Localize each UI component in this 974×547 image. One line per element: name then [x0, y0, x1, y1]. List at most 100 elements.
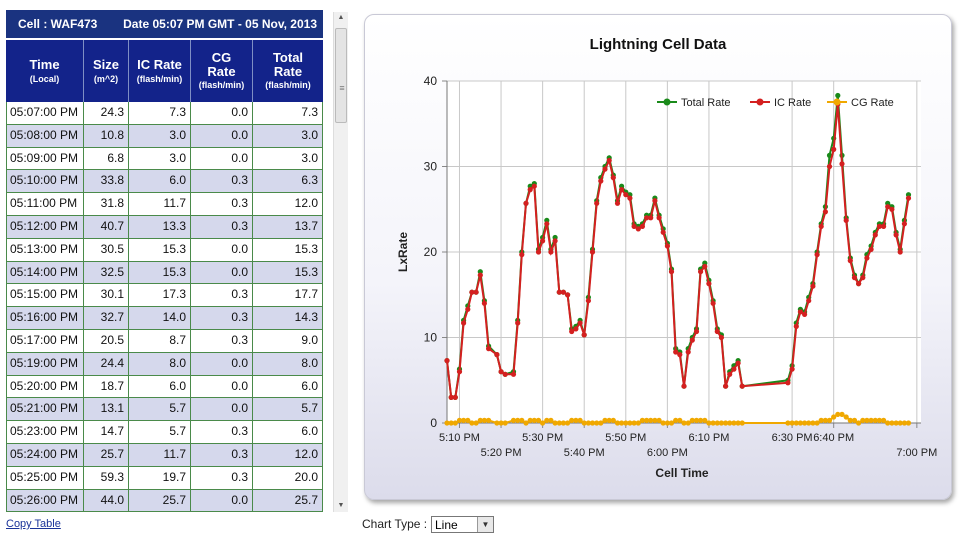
cell-ic-rate: 17.3	[129, 284, 191, 307]
data-point	[581, 332, 587, 338]
y-tick-label: 30	[424, 160, 438, 174]
column-header-size-unit: (m^2)	[93, 73, 119, 84]
cell-time: 05:13:00 PM	[6, 238, 84, 261]
data-point	[864, 417, 870, 423]
table-row[interactable]: 05:08:00 PM 10.8 3.0 0.0 3.0	[6, 124, 323, 148]
data-point	[826, 152, 833, 158]
data-point	[548, 249, 554, 255]
data-point	[668, 269, 675, 275]
cell-time: 05:21:00 PM	[6, 398, 84, 421]
table-row[interactable]: 05:16:00 PM 32.7 14.0 0.3 14.3	[6, 307, 323, 330]
scroll-up-arrow-icon[interactable]: ▲	[337, 14, 345, 21]
table-row[interactable]: 05:23:00 PM 14.7 5.7 0.3 6.0	[6, 421, 323, 444]
data-point	[594, 200, 600, 206]
data-point	[552, 238, 558, 244]
column-header-size[interactable]: Size (m^2)	[84, 40, 129, 102]
data-point	[565, 292, 571, 298]
data-point	[693, 328, 700, 335]
column-header-time-unit: (Local)	[29, 73, 60, 84]
cell-total-rate: 6.0	[253, 375, 323, 398]
data-point	[569, 328, 575, 335]
data-point	[723, 420, 729, 426]
data-point	[901, 221, 908, 227]
data-point	[851, 275, 858, 281]
cell-ic-rate: 7.3	[129, 102, 191, 124]
cell-cg-rate: 0.3	[191, 329, 253, 352]
data-point	[897, 420, 903, 426]
data-point	[681, 420, 687, 426]
data-point	[802, 420, 808, 426]
data-point	[635, 420, 641, 426]
x-tick-label: 5:40 PM	[564, 447, 605, 459]
cell-time: 05:24:00 PM	[6, 443, 84, 466]
column-header-cg-rate[interactable]: CG Rate (flash/min)	[191, 40, 253, 102]
data-point	[623, 192, 629, 198]
column-header-total-rate[interactable]: Total Rate (flash/min)	[253, 40, 323, 102]
copy-table-link[interactable]: Copy Table	[6, 518, 61, 530]
cell-size: 20.5	[84, 329, 129, 352]
data-point	[885, 204, 891, 210]
cell-time: 05:12:00 PM	[6, 215, 84, 238]
data-point	[473, 420, 479, 426]
data-point	[689, 337, 695, 343]
cell-ic-rate: 13.3	[129, 215, 191, 238]
data-point	[864, 255, 870, 261]
cell-size: 13.1	[84, 398, 129, 421]
table-row[interactable]: 05:21:00 PM 13.1 5.7 0.0 5.7	[6, 398, 323, 422]
y-tick-label: 10	[424, 331, 438, 345]
chevron-down-icon[interactable]: ▼	[477, 517, 493, 532]
data-point	[839, 161, 845, 167]
chart-type-select[interactable]: Line ▼	[431, 516, 494, 533]
data-point	[627, 195, 633, 201]
table-row[interactable]: 05:26:00 PM 44.0 25.7 0.0 25.7	[6, 489, 323, 513]
column-header-time[interactable]: Time (Local)	[6, 40, 84, 102]
table-row[interactable]: 05:24:00 PM 25.7 11.7 0.3 12.0	[6, 443, 323, 467]
cell-time: 05:17:00 PM	[6, 329, 84, 352]
cell-time: 05:14:00 PM	[6, 261, 84, 284]
data-point	[673, 349, 679, 355]
data-point	[610, 417, 616, 423]
table-row[interactable]: 05:12:00 PM 40.7 13.3 0.3 13.7	[6, 215, 323, 239]
scroll-down-arrow-icon[interactable]: ▼	[337, 502, 345, 509]
data-point	[793, 323, 799, 329]
data-point	[452, 420, 458, 426]
table-row[interactable]: 05:10:00 PM 33.8 6.0 0.3 6.3	[6, 170, 323, 194]
table-row[interactable]: 05:13:00 PM 30.5 15.3 0.0 15.3	[6, 238, 323, 262]
data-point	[648, 215, 654, 221]
table-row[interactable]: 05:20:00 PM 18.7 6.0 0.0 6.0	[6, 375, 323, 399]
data-point	[860, 275, 866, 281]
data-point	[544, 221, 550, 227]
table-row[interactable]: 05:11:00 PM 31.8 11.7 0.3 12.0	[6, 193, 323, 216]
y-tick-label: 20	[424, 245, 438, 259]
table-scrollbar[interactable]: ▲ ≡ ▼	[333, 12, 348, 512]
cell-total-rate: 13.7	[253, 215, 323, 238]
table-row[interactable]: 05:14:00 PM 32.5 15.3 0.0 15.3	[6, 261, 323, 285]
data-point	[727, 420, 733, 426]
data-point	[477, 417, 483, 423]
data-point	[668, 420, 675, 426]
x-tick-label: 5:30 PM	[522, 432, 563, 444]
data-point	[589, 420, 596, 426]
table-row[interactable]: 05:07:00 PM 24.3 7.3 0.0 7.3	[6, 102, 323, 125]
data-point	[598, 420, 604, 426]
data-point	[619, 420, 625, 426]
table-row[interactable]: 05:19:00 PM 24.4 8.0 0.0 8.0	[6, 352, 323, 376]
table-row[interactable]: 05:25:00 PM 59.3 19.7 0.3 20.0	[6, 466, 323, 490]
table-row[interactable]: 05:17:00 PM 20.5 8.7 0.3 9.0	[6, 329, 323, 353]
data-point	[856, 281, 862, 287]
cell-cg-rate: 0.0	[191, 147, 253, 170]
scroll-thumb[interactable]: ≡	[335, 28, 347, 123]
data-point	[664, 243, 670, 249]
y-axis-title: LxRate	[396, 232, 410, 272]
data-point	[527, 187, 533, 193]
data-point	[731, 366, 737, 372]
cell-cg-rate: 0.0	[191, 375, 253, 398]
table-row[interactable]: 05:15:00 PM 30.1 17.3 0.3 17.7	[6, 284, 323, 308]
cell-ic-rate: 25.7	[129, 489, 191, 512]
table-row[interactable]: 05:09:00 PM 6.8 3.0 0.0 3.0	[6, 147, 323, 171]
data-point	[519, 252, 525, 258]
data-point	[735, 420, 741, 426]
cell-total-rate: 6.3	[253, 170, 323, 193]
column-header-ic-rate[interactable]: IC Rate (flash/min)	[129, 40, 191, 102]
cell-cg-rate: 0.0	[191, 238, 253, 261]
